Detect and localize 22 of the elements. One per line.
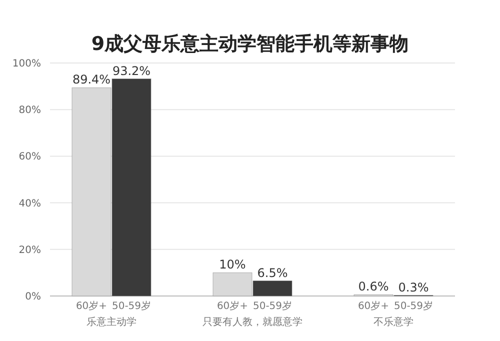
text: 60岁+: [358, 301, 390, 312]
text: 50-59岁: [394, 301, 434, 312]
y-tick-label: 60%: [18, 152, 41, 163]
x-tick-label: 乐意主动学: [86, 316, 136, 328]
chart-title: 9成父母乐意主动学智能手机等新事物: [91, 33, 409, 55]
data-label: 0.3%: [398, 280, 429, 294]
y-tick-label: 40%: [18, 198, 41, 210]
x-tick-label: 只要有人教，就愿意学: [202, 316, 302, 328]
data-label: 89.4%: [72, 72, 111, 87]
data-label: 10%: [219, 258, 246, 272]
y-tick-label: 0%: [25, 292, 41, 302]
x-tick-label: 不乐意学: [374, 316, 414, 328]
data-label: 93.2%: [112, 64, 151, 78]
y-tick-label: 80%: [18, 105, 41, 116]
data-label: 6.5%: [257, 266, 288, 280]
series-label: 50-59岁: [112, 300, 152, 312]
text: 60岁+: [216, 301, 248, 312]
series-label: 60岁+: [76, 300, 108, 312]
data-label: 0.6%: [358, 280, 389, 294]
y-tick-label: 100%: [12, 58, 41, 70]
y-tick-label: 20%: [18, 244, 41, 256]
text: 50-59岁: [252, 301, 292, 312]
